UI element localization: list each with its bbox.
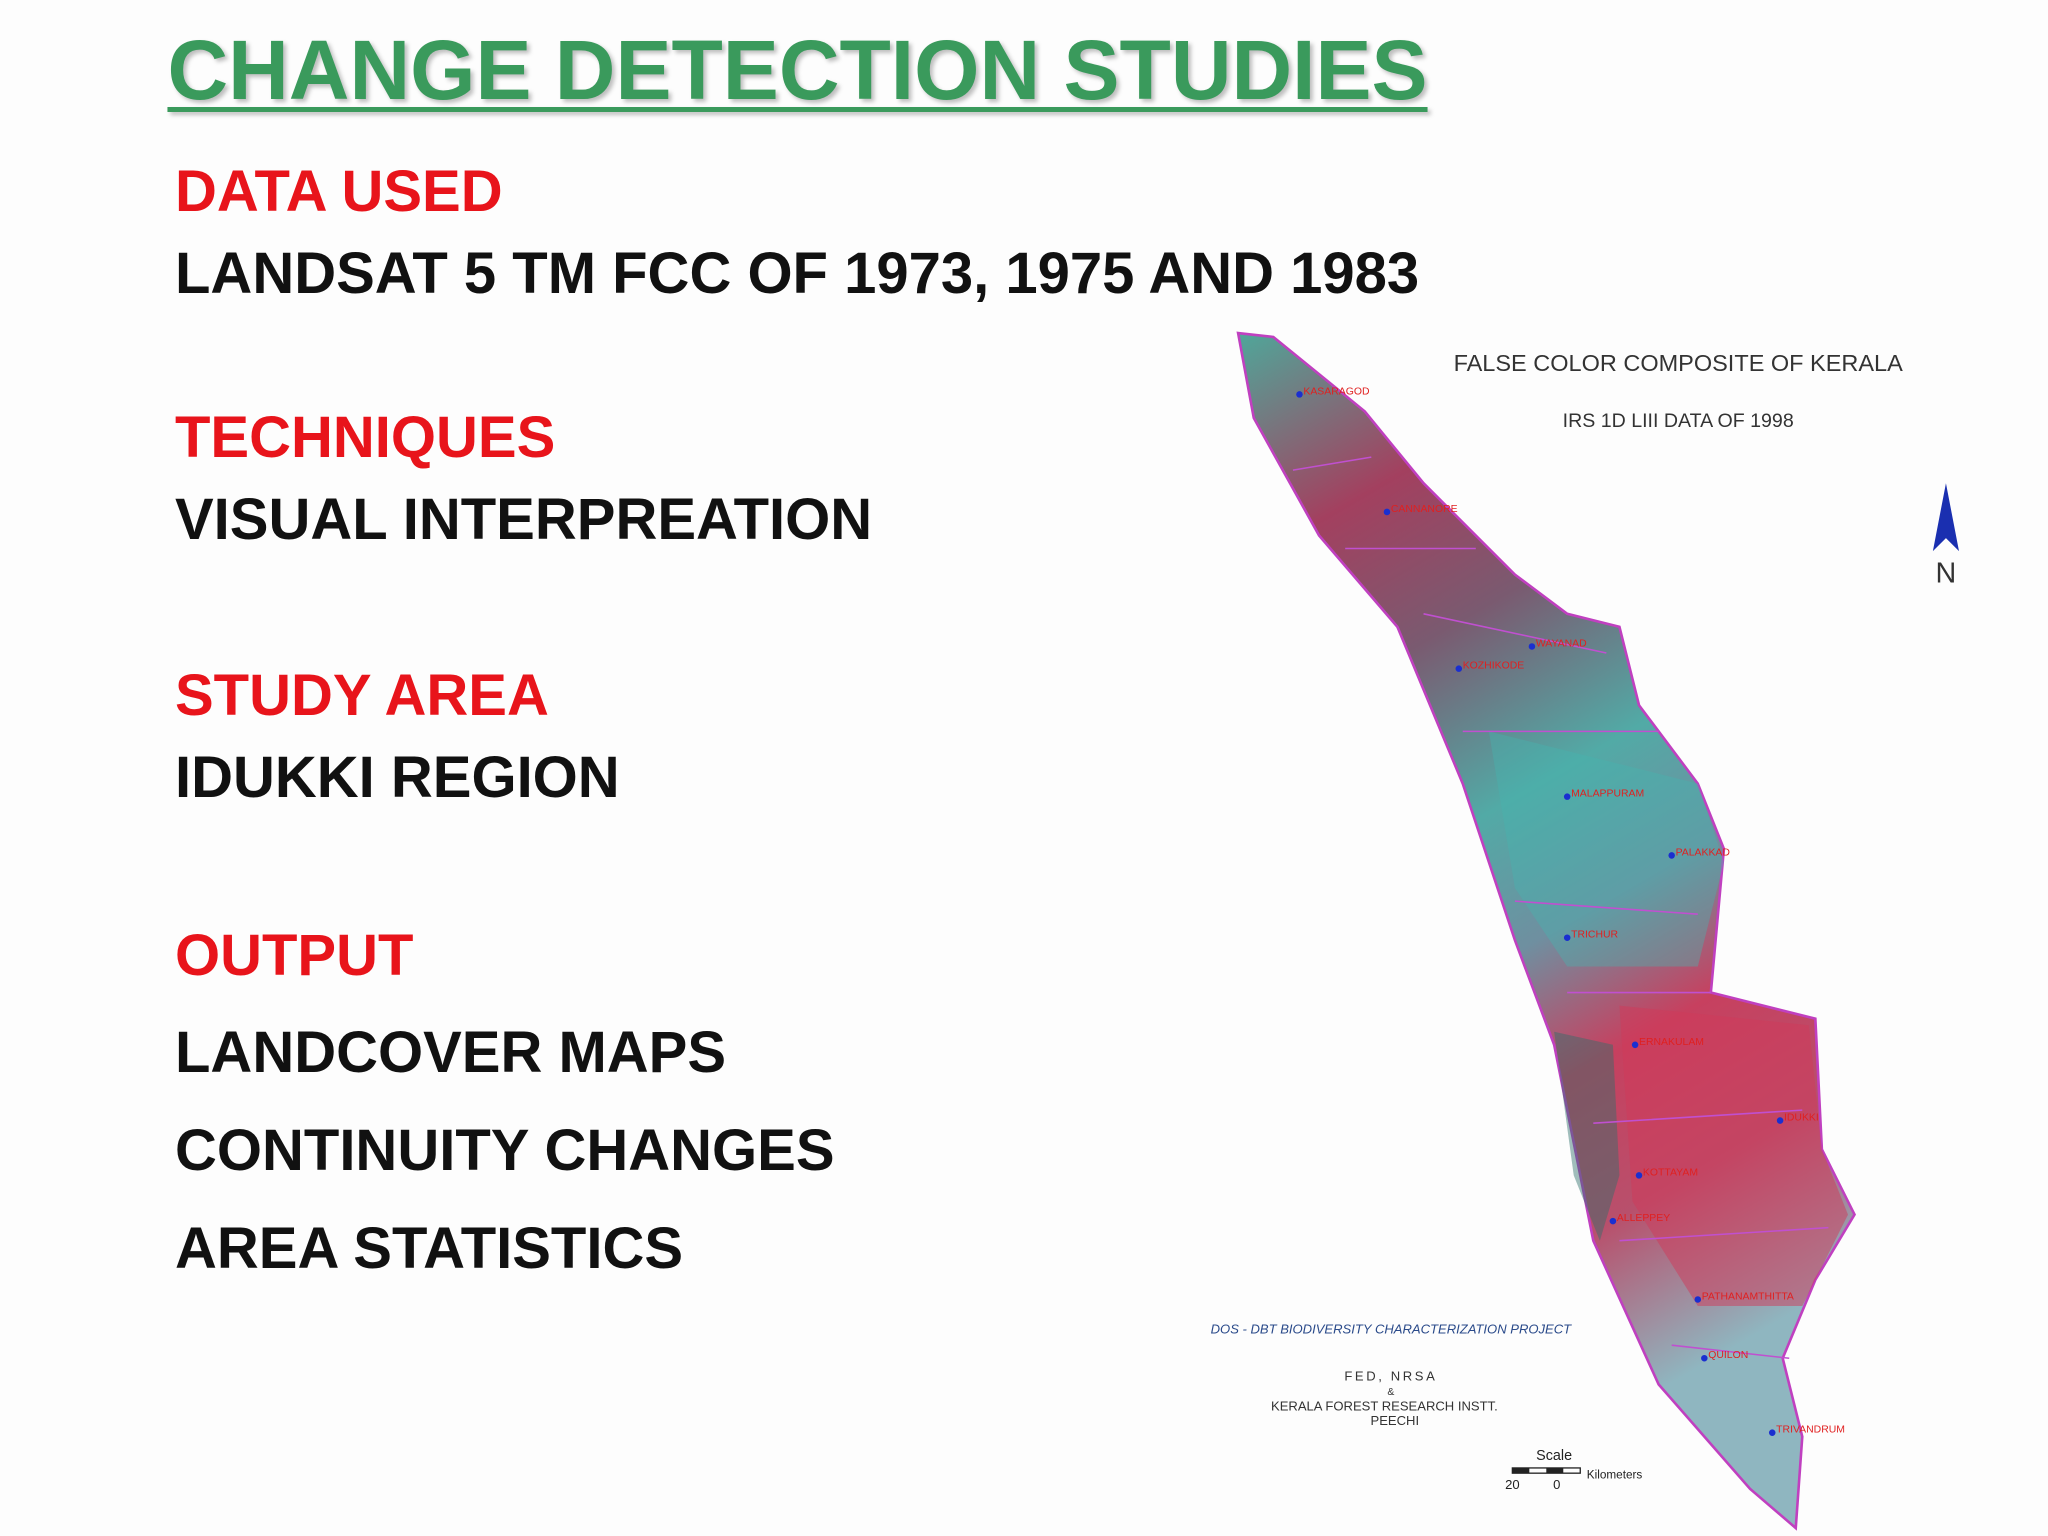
scale-bar <box>1546 1467 1564 1474</box>
place-label: KOZHIKODE <box>1463 661 1525 672</box>
section-heading: OUTPUT <box>175 923 414 988</box>
map-credit: & <box>1387 1387 1394 1398</box>
map-title: FALSE COLOR COMPOSITE OF KERALA <box>1454 350 1904 376</box>
place-label: TRICHUR <box>1571 930 1618 941</box>
section-heading: TECHNIQUES <box>175 405 556 470</box>
scale-unit: Kilometers <box>1587 1468 1643 1481</box>
place-dot <box>1668 852 1675 859</box>
map-shading <box>1554 1031 1620 1241</box>
scale-bar <box>1512 1467 1530 1474</box>
place-label: MALAPPURAM <box>1571 789 1644 800</box>
section-item: CONTINUITY CHANGES <box>175 1118 835 1183</box>
place-label: PALAKKAD <box>1676 847 1731 858</box>
map-credit: FED, NRSA <box>1344 1368 1437 1383</box>
place-dot <box>1701 1354 1708 1362</box>
place-dot <box>1609 1217 1617 1225</box>
place-label: ALLEPPEY <box>1617 1213 1670 1224</box>
place-dot <box>1631 1041 1639 1049</box>
map-project: DOS - DBT BIODIVERSITY CHARACTERIZATION … <box>1211 1321 1573 1336</box>
section-item: LANDSAT 5 TM FCC OF 1973, 1975 AND 1983 <box>175 241 1420 306</box>
place-dot <box>1694 1296 1702 1303</box>
map-shading <box>1619 1005 1848 1306</box>
section-heading: STUDY AREA <box>175 663 549 728</box>
map-subtitle: IRS 1D LIII DATA OF 1998 <box>1563 410 1794 432</box>
section-heading: DATA USED <box>175 159 503 224</box>
north-arrow <box>1932 483 1959 552</box>
place-dot <box>1296 391 1303 398</box>
place-label: WAYANAD <box>1536 638 1587 649</box>
section-item: LANDCOVER MAPS <box>175 1020 727 1085</box>
place-label: PATHANAMTHITTA <box>1702 1291 1794 1302</box>
section-item: AREA STATISTICS <box>175 1216 684 1281</box>
place-dot <box>1768 1429 1776 1436</box>
place-dot <box>1563 934 1571 941</box>
place-label: TRIVANDRUM <box>1776 1425 1845 1436</box>
scale-tick: 0 <box>1553 1477 1560 1492</box>
place-label: ERNAKULAM <box>1639 1037 1704 1048</box>
place-label: KASARAGOD <box>1303 386 1370 397</box>
place-label: QUILON <box>1708 1350 1748 1361</box>
place-dot <box>1563 793 1571 800</box>
section-item: IDUKKI REGION <box>175 745 620 810</box>
place-dot <box>1383 508 1391 516</box>
map-credit: KERALA FOREST RESEARCH INSTT. <box>1271 1398 1498 1413</box>
district-boundaries <box>1292 456 1829 1360</box>
map-shading <box>1488 731 1724 967</box>
north-label: N <box>1936 557 1957 589</box>
place-labels: KASARAGOD CANNANORE KOZHIKODE WAYANAD MALAPP… <box>1296 386 1845 1436</box>
slide-title: CHANGE DETECTION STUDIES <box>167 23 1428 117</box>
scale-title: Scale <box>1536 1448 1572 1464</box>
place-dot <box>1455 665 1463 672</box>
map-credit: PEECHI <box>1371 1413 1420 1428</box>
section-item: VISUAL INTERPREATION <box>175 487 873 552</box>
place-dot <box>1776 1117 1784 1124</box>
place-label: CANNANORE <box>1391 504 1458 515</box>
place-dot <box>1635 1172 1643 1179</box>
place-dot <box>1528 643 1536 650</box>
place-label: KOTTAYAM <box>1643 1167 1698 1178</box>
place-label: IDUKKI <box>1784 1113 1819 1124</box>
scale-tick: 20 <box>1505 1477 1520 1492</box>
